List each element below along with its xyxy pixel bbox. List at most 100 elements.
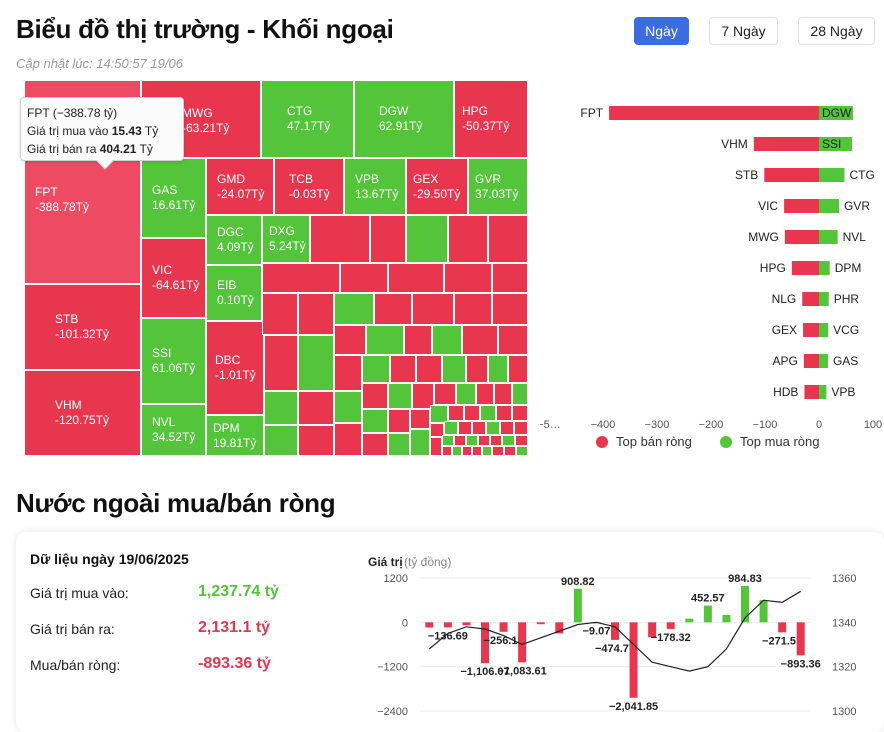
treemap-tile-small[interactable] bbox=[502, 435, 515, 446]
treemap-tile-small[interactable] bbox=[498, 325, 528, 355]
treemap-tile-small[interactable] bbox=[334, 325, 366, 355]
treemap-tile-eib[interactable]: EIB 0.10Tỷ bbox=[206, 265, 262, 321]
treemap-tile-small[interactable] bbox=[492, 293, 528, 325]
treemap-tile-small[interactable] bbox=[410, 429, 430, 456]
treemap-tile-small[interactable] bbox=[412, 293, 454, 325]
treemap-tile-small[interactable] bbox=[448, 215, 488, 263]
buy-bar[interactable] bbox=[819, 106, 853, 120]
buy-bar[interactable] bbox=[819, 292, 829, 306]
treemap-tile-small[interactable] bbox=[504, 446, 516, 456]
treemap-tile-small[interactable] bbox=[454, 293, 492, 325]
net-flow-bar[interactable] bbox=[555, 622, 564, 634]
treemap-tile-small[interactable] bbox=[370, 215, 406, 263]
treemap-tile-vic[interactable]: VIC -64.61Tỷ bbox=[141, 238, 206, 318]
treemap-tile-small[interactable] bbox=[430, 423, 444, 437]
treemap-tile-small[interactable] bbox=[430, 437, 442, 456]
sell-bar[interactable] bbox=[803, 354, 819, 368]
sell-bar[interactable] bbox=[791, 261, 819, 275]
treemap-tile-small[interactable] bbox=[512, 405, 528, 421]
treemap-tile-small[interactable] bbox=[388, 433, 410, 456]
sell-bar[interactable] bbox=[804, 385, 819, 399]
sell-bar[interactable] bbox=[784, 199, 819, 213]
treemap-tile-small[interactable] bbox=[406, 215, 448, 263]
treemap-tile-dpm[interactable]: DPM 19.81Tỷ bbox=[206, 415, 264, 456]
range-button-day[interactable]: Ngày bbox=[634, 17, 689, 45]
treemap-tile-ssi[interactable]: SSI 61.06Tỷ bbox=[141, 318, 206, 404]
treemap-tile-small[interactable] bbox=[486, 421, 500, 435]
range-button-28-days[interactable]: 28 Ngày bbox=[798, 17, 875, 45]
treemap-tile-small[interactable] bbox=[334, 355, 362, 391]
treemap-tile-small[interactable] bbox=[462, 446, 472, 456]
treemap-tile-small[interactable] bbox=[264, 335, 298, 391]
treemap-tile-small[interactable] bbox=[432, 325, 462, 355]
treemap-tile-small[interactable] bbox=[298, 391, 334, 425]
sell-bar[interactable] bbox=[802, 292, 819, 306]
treemap-tile-small[interactable] bbox=[515, 435, 528, 446]
treemap-tile-small[interactable] bbox=[390, 355, 416, 383]
net-flow-bar[interactable] bbox=[685, 618, 694, 623]
treemap-tile-gex[interactable]: GEX -29.50Tỷ bbox=[406, 158, 468, 215]
treemap-tile-small[interactable] bbox=[298, 425, 334, 456]
treemap-tile-small[interactable] bbox=[430, 405, 448, 423]
treemap-tile-small[interactable] bbox=[442, 355, 466, 383]
net-flow-bar[interactable] bbox=[703, 605, 712, 623]
net-flow-bar[interactable] bbox=[759, 600, 768, 623]
treemap-tile-small[interactable] bbox=[388, 383, 412, 409]
treemap-tile-small[interactable] bbox=[472, 421, 486, 435]
net-flow-bar[interactable] bbox=[611, 622, 619, 640]
treemap-tile-small[interactable] bbox=[480, 405, 496, 421]
treemap-tile-ctg[interactable]: CTG 47.17Tỷ bbox=[261, 80, 354, 158]
net-flow-bar[interactable] bbox=[443, 622, 452, 628]
net-flow-bar[interactable] bbox=[499, 622, 508, 632]
treemap-tile-small[interactable] bbox=[416, 355, 442, 383]
treemap-tile-hpg[interactable]: HPG -50.37Tỷ bbox=[454, 80, 528, 158]
net-flow-bar[interactable] bbox=[462, 622, 471, 626]
buy-bar[interactable] bbox=[819, 354, 828, 368]
treemap-tile-small[interactable] bbox=[334, 391, 362, 423]
treemap-tile-small[interactable] bbox=[516, 446, 528, 456]
sell-bar[interactable] bbox=[784, 230, 819, 244]
treemap-tile-small[interactable] bbox=[412, 383, 434, 409]
treemap-tile-small[interactable] bbox=[492, 446, 504, 456]
net-flow-bar[interactable] bbox=[666, 622, 675, 629]
treemap-tile-dbc[interactable]: DBC -1.01Tỷ bbox=[206, 321, 264, 415]
treemap-tile-small[interactable] bbox=[476, 383, 494, 405]
treemap-tile-small[interactable] bbox=[508, 355, 528, 383]
treemap-tile-small[interactable] bbox=[492, 263, 528, 293]
sell-bar[interactable] bbox=[753, 137, 819, 151]
buy-bar[interactable] bbox=[819, 261, 830, 275]
treemap-tile-tcb[interactable]: TCB -0.03Tỷ bbox=[274, 158, 344, 215]
treemap-tile-small[interactable] bbox=[410, 409, 430, 429]
buy-bar[interactable] bbox=[819, 199, 839, 213]
treemap-tile-small[interactable] bbox=[514, 421, 528, 435]
treemap-tile-small[interactable] bbox=[362, 383, 388, 409]
treemap-tile-small[interactable] bbox=[466, 435, 478, 446]
treemap-tile-small[interactable] bbox=[454, 435, 466, 446]
sell-bar[interactable] bbox=[609, 106, 819, 120]
treemap-tile-small[interactable] bbox=[442, 446, 452, 456]
treemap-tile-small[interactable] bbox=[464, 405, 480, 421]
treemap-tile-small[interactable] bbox=[500, 421, 514, 435]
treemap-tile-small[interactable] bbox=[448, 405, 464, 421]
buy-bar[interactable] bbox=[819, 323, 829, 337]
treemap-tile-nvl[interactable]: NVL 34.52Tỷ bbox=[141, 404, 206, 456]
treemap-tile-small[interactable] bbox=[442, 435, 454, 446]
treemap-tile-small[interactable] bbox=[264, 425, 298, 456]
treemap-tile-small[interactable] bbox=[298, 293, 334, 335]
treemap-tile-small[interactable] bbox=[362, 355, 390, 383]
treemap-tile-small[interactable] bbox=[466, 355, 488, 383]
legend-sell[interactable]: Top bán ròng bbox=[596, 434, 692, 449]
treemap-tile-dgw[interactable]: DGW 62.91Tỷ bbox=[354, 80, 454, 158]
treemap-tile-small[interactable] bbox=[340, 263, 388, 293]
treemap-tile-small[interactable] bbox=[262, 293, 298, 335]
treemap-tile-small[interactable] bbox=[488, 355, 508, 383]
treemap-tile-small[interactable] bbox=[362, 409, 388, 433]
treemap-tile-small[interactable] bbox=[334, 293, 374, 325]
treemap-tile-gmd[interactable]: GMD -24.07Tỷ bbox=[206, 158, 274, 215]
treemap-tile-dgc[interactable]: DGC 4.09Tỷ bbox=[206, 215, 262, 265]
treemap-tile-small[interactable] bbox=[374, 293, 412, 325]
treemap-tile-small[interactable] bbox=[478, 435, 490, 446]
net-flow-bar[interactable] bbox=[425, 622, 434, 628]
treemap-tile-small[interactable] bbox=[444, 263, 492, 293]
treemap-tile-small[interactable] bbox=[404, 325, 432, 355]
